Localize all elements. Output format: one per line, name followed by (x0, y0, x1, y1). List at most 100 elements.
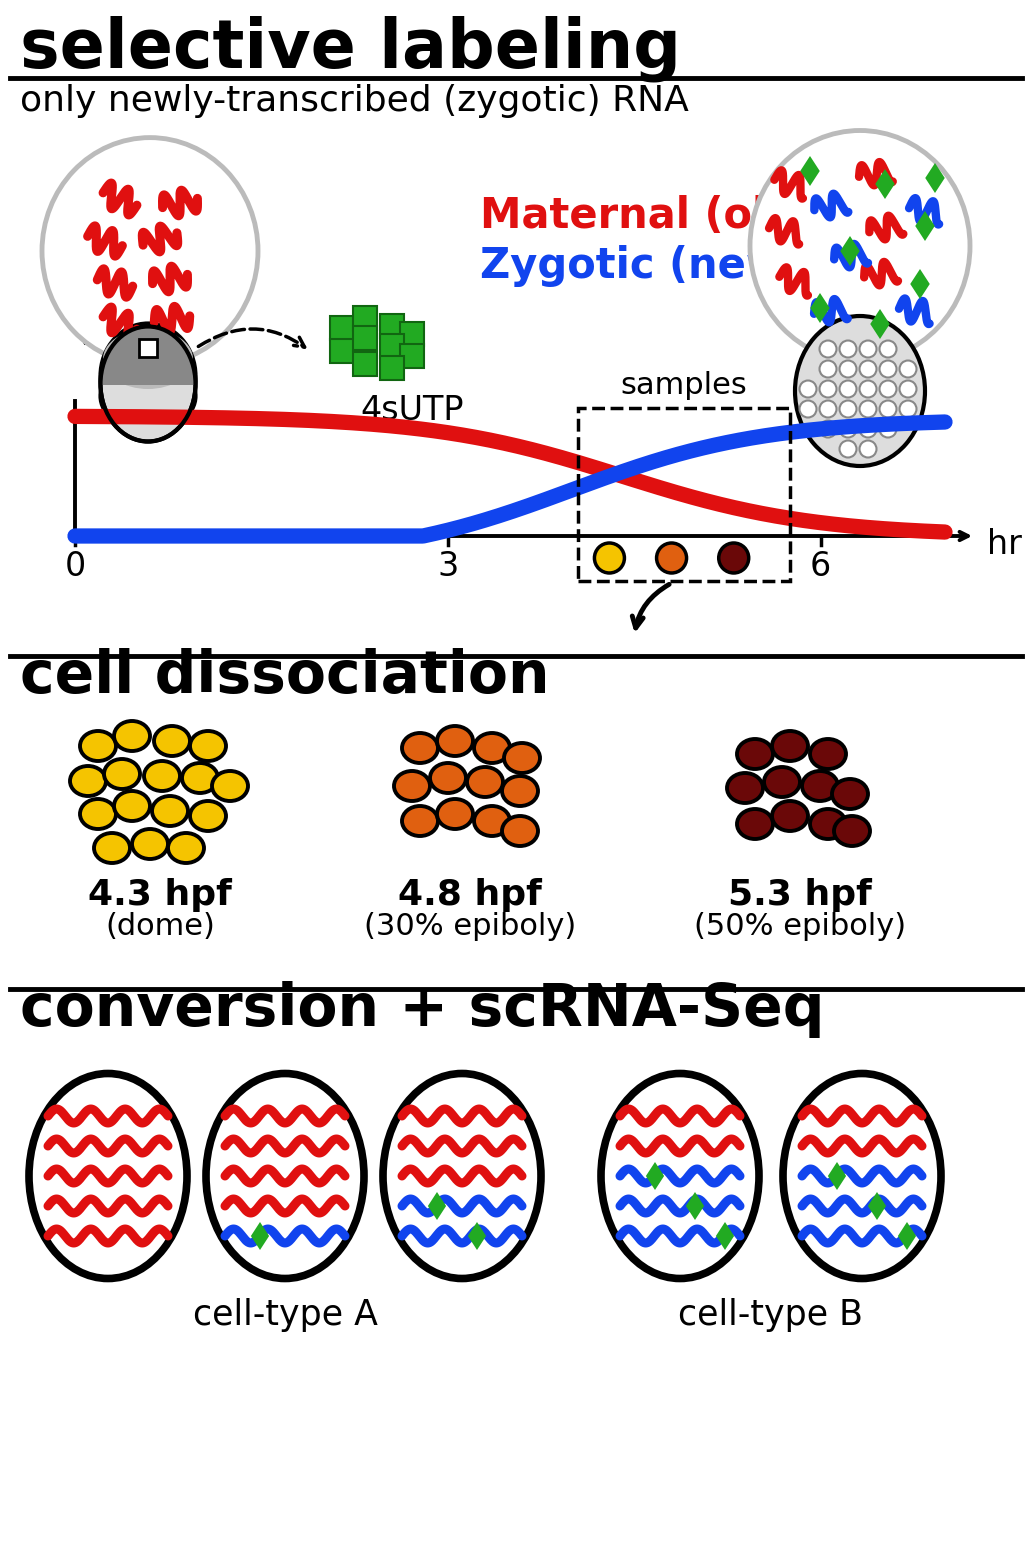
Ellipse shape (80, 731, 116, 761)
Polygon shape (915, 210, 935, 241)
Polygon shape (251, 1221, 269, 1251)
Polygon shape (810, 294, 830, 323)
Ellipse shape (100, 326, 195, 442)
Circle shape (879, 421, 897, 438)
Ellipse shape (795, 315, 925, 465)
Ellipse shape (430, 764, 466, 793)
Text: (50% epiboly): (50% epiboly) (694, 912, 906, 942)
Polygon shape (870, 309, 890, 339)
Ellipse shape (80, 799, 116, 829)
Ellipse shape (42, 138, 258, 365)
Text: cell-type B: cell-type B (678, 1299, 864, 1333)
Text: conversion + scRNA-Seq: conversion + scRNA-Seq (20, 982, 825, 1037)
Text: samples: samples (620, 371, 747, 400)
FancyBboxPatch shape (353, 306, 377, 329)
Ellipse shape (144, 761, 180, 792)
Circle shape (860, 340, 876, 357)
Ellipse shape (832, 779, 868, 809)
Polygon shape (828, 1163, 846, 1190)
Ellipse shape (100, 362, 195, 431)
FancyBboxPatch shape (380, 314, 404, 339)
Text: Maternal (old): Maternal (old) (480, 195, 815, 237)
Ellipse shape (737, 739, 773, 768)
Circle shape (839, 421, 857, 438)
Text: 5.3 hpf: 5.3 hpf (728, 878, 872, 912)
Ellipse shape (502, 816, 538, 846)
Circle shape (900, 360, 916, 377)
Circle shape (860, 400, 876, 417)
FancyBboxPatch shape (380, 334, 404, 359)
FancyBboxPatch shape (353, 326, 377, 349)
Ellipse shape (132, 829, 168, 860)
Ellipse shape (402, 805, 438, 836)
Text: cell dissociation: cell dissociation (20, 648, 549, 705)
FancyBboxPatch shape (400, 322, 424, 346)
Ellipse shape (750, 130, 970, 362)
Text: 4.3 hpf: 4.3 hpf (88, 878, 232, 912)
Circle shape (800, 380, 816, 397)
Ellipse shape (467, 767, 503, 798)
Ellipse shape (212, 771, 248, 801)
Ellipse shape (29, 1073, 187, 1279)
FancyBboxPatch shape (380, 356, 404, 380)
Circle shape (800, 400, 816, 417)
Circle shape (879, 380, 897, 397)
Polygon shape (686, 1192, 704, 1220)
Ellipse shape (474, 805, 510, 836)
Text: Zygotic (new): Zygotic (new) (480, 244, 803, 288)
Circle shape (879, 360, 897, 377)
Text: 0: 0 (64, 550, 86, 583)
Ellipse shape (152, 796, 188, 826)
Ellipse shape (783, 1073, 941, 1279)
Polygon shape (926, 162, 944, 193)
Ellipse shape (437, 727, 473, 756)
Circle shape (879, 400, 897, 417)
Text: 3: 3 (438, 550, 458, 583)
Polygon shape (800, 156, 819, 186)
Ellipse shape (168, 833, 204, 863)
Polygon shape (898, 1221, 916, 1251)
Ellipse shape (737, 809, 773, 839)
Circle shape (819, 340, 837, 357)
Ellipse shape (70, 765, 106, 796)
Circle shape (839, 400, 857, 417)
Polygon shape (428, 1192, 446, 1220)
Circle shape (900, 400, 916, 417)
Ellipse shape (502, 776, 538, 805)
Ellipse shape (727, 773, 763, 802)
Polygon shape (868, 1192, 886, 1220)
Text: (30% epiboly): (30% epiboly) (364, 912, 576, 942)
Circle shape (656, 543, 686, 574)
Text: cell-type A: cell-type A (193, 1299, 378, 1333)
Text: 4.8 hpf: 4.8 hpf (398, 878, 542, 912)
Ellipse shape (504, 744, 540, 773)
Ellipse shape (182, 764, 218, 793)
Circle shape (860, 380, 876, 397)
Ellipse shape (764, 767, 800, 798)
Text: (dome): (dome) (105, 912, 215, 942)
Polygon shape (101, 328, 195, 383)
Ellipse shape (383, 1073, 541, 1279)
Ellipse shape (100, 323, 195, 428)
Ellipse shape (394, 771, 430, 801)
Polygon shape (646, 1163, 665, 1190)
Polygon shape (840, 237, 860, 266)
Ellipse shape (601, 1073, 759, 1279)
Circle shape (860, 421, 876, 438)
Circle shape (900, 380, 916, 397)
Circle shape (860, 360, 876, 377)
Ellipse shape (114, 792, 150, 821)
FancyBboxPatch shape (400, 345, 424, 368)
Ellipse shape (190, 801, 226, 832)
Text: hr: hr (987, 527, 1022, 561)
Circle shape (819, 380, 837, 397)
Text: only newly-transcribed (zygotic) RNA: only newly-transcribed (zygotic) RNA (20, 83, 689, 117)
Ellipse shape (154, 727, 190, 756)
Polygon shape (875, 169, 895, 199)
Ellipse shape (104, 759, 140, 788)
Ellipse shape (402, 733, 438, 764)
Circle shape (879, 340, 897, 357)
Ellipse shape (474, 733, 510, 764)
FancyBboxPatch shape (330, 339, 354, 363)
FancyBboxPatch shape (330, 315, 354, 340)
